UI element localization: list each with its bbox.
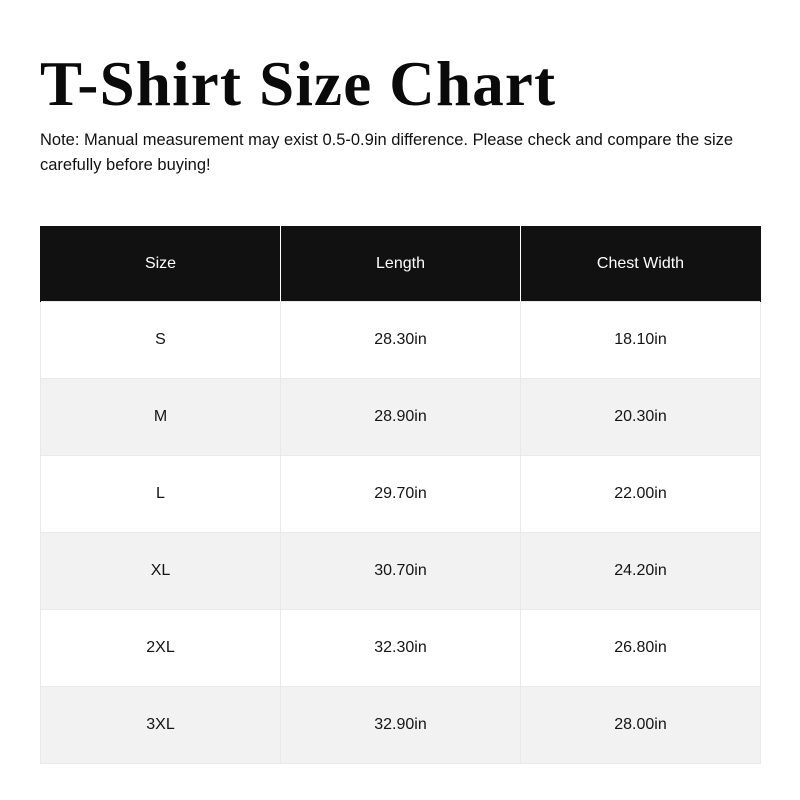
- cell-chest-width: 22.00in: [520, 455, 761, 533]
- cell-length: 32.30in: [280, 609, 521, 687]
- cell-size: L: [40, 455, 281, 533]
- cell-length: 32.90in: [280, 686, 521, 764]
- measurement-note: Note: Manual measurement may exist 0.5-0…: [40, 131, 734, 174]
- column-header-size: Size: [40, 226, 281, 302]
- table-header: Size Length Chest Width: [40, 226, 761, 302]
- table-row: L 29.70in 22.00in: [40, 455, 761, 533]
- column-header-length: Length: [280, 226, 521, 302]
- cell-chest-width: 26.80in: [520, 609, 761, 687]
- cell-chest-width: 24.20in: [520, 532, 761, 610]
- cell-chest-width: 20.30in: [520, 378, 761, 456]
- cell-chest-width: 28.00in: [520, 686, 761, 764]
- cell-size: XL: [40, 532, 281, 610]
- page-title: T-Shirt Size Chart: [40, 49, 557, 119]
- cell-chest-width: 18.10in: [520, 301, 761, 379]
- cell-size: 3XL: [40, 686, 281, 764]
- cell-size: 2XL: [40, 609, 281, 687]
- size-chart-table: Size Length Chest Width S 28.30in 18.10i…: [40, 226, 761, 764]
- cell-size: S: [40, 301, 281, 379]
- table-row: M 28.90in 20.30in: [40, 378, 761, 456]
- cell-length: 28.90in: [280, 378, 521, 456]
- cell-length: 29.70in: [280, 455, 521, 533]
- cell-length: 28.30in: [280, 301, 521, 379]
- cell-size: M: [40, 378, 281, 456]
- cell-length: 30.70in: [280, 532, 521, 610]
- table-row: 3XL 32.90in 28.00in: [40, 686, 761, 764]
- table-row: S 28.30in 18.10in: [40, 301, 761, 379]
- column-header-chest-width: Chest Width: [520, 226, 761, 302]
- size-table-container: Size Length Chest Width S 28.30in 18.10i…: [40, 226, 761, 764]
- table-row: 2XL 32.30in 26.80in: [40, 609, 761, 687]
- table-row: XL 30.70in 24.20in: [40, 532, 761, 610]
- table-body: S 28.30in 18.10in M 28.90in 20.30in L 29…: [40, 301, 761, 764]
- table-header-row: Size Length Chest Width: [40, 226, 761, 302]
